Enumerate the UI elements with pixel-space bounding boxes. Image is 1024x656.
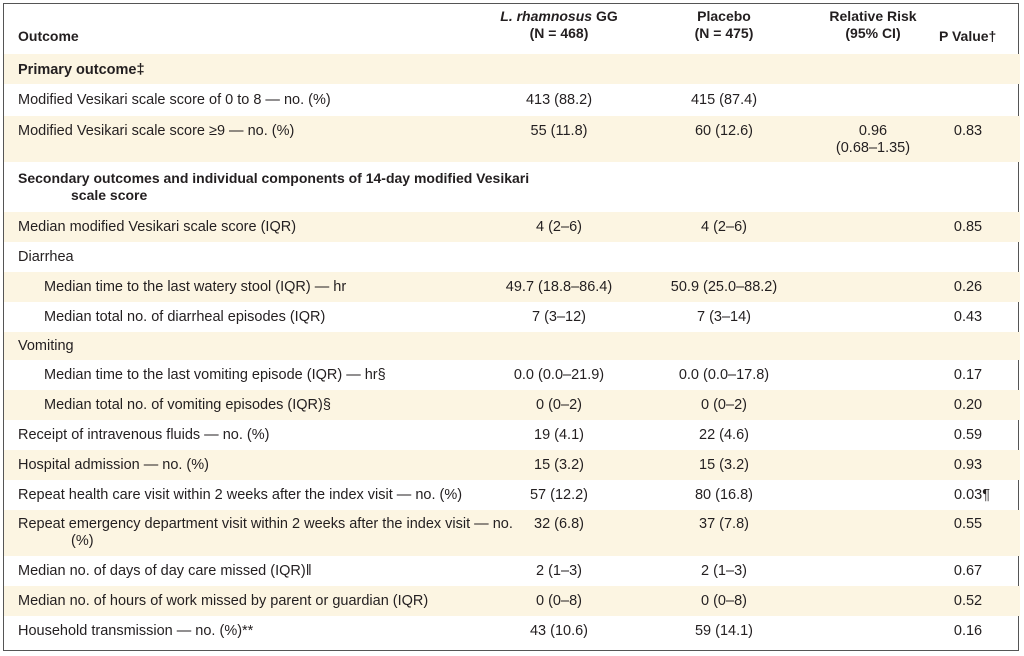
row-lgg: 43 (10.6) — [529, 623, 589, 639]
row-outcome: Median no. of hours of work missed by pa… — [18, 593, 429, 609]
row-placebo: 2 (1–3) — [701, 563, 747, 579]
row-outcome: Household transmission — no. (%)** — [18, 623, 254, 639]
row-lgg: 57 (12.2) — [529, 487, 589, 503]
row-pvalue: 0.03¶ — [953, 487, 990, 503]
header-rr: Relative Risk (95% CI) — [804, 8, 942, 42]
row-outcome: Modified Vesikari scale score of 0 to 8 … — [18, 92, 331, 108]
row-placebo: 4 (2–6) — [701, 219, 747, 235]
row-lgg: 4 (2–6) — [536, 219, 582, 235]
table-row-primary-heading: Primary outcome‡ — [4, 54, 1020, 84]
header-lgg-n: (N = 468) — [529, 25, 589, 41]
table-row: Modified Vesikari scale score ≥9 — no. (… — [4, 116, 1020, 162]
table-row: Median total no. of diarrheal episodes (… — [4, 302, 1020, 332]
table-row: Hospital admission — no. (%) 15 (3.2) 15… — [4, 450, 1020, 480]
row-placebo: 15 (3.2) — [699, 457, 749, 473]
row-outcome: Vomiting — [18, 338, 74, 354]
header-placebo-n: (N = 475) — [694, 25, 754, 41]
header-lgg: L. rhamnosus GG (N = 468) — [489, 8, 629, 42]
table-row: Median modified Vesikari scale score (IQ… — [4, 212, 1020, 242]
row-outcome: Diarrhea — [18, 249, 74, 265]
row-outcome: Median time to the last watery stool (IQ… — [44, 279, 347, 295]
row-outcome: Median total no. of diarrheal episodes (… — [44, 309, 326, 325]
row-placebo: 415 (87.4) — [690, 92, 758, 108]
row-placebo: 0 (0–8) — [701, 593, 747, 609]
row-lgg: 0 (0–8) — [536, 593, 582, 609]
row-rr-value: 0.96 — [858, 123, 888, 139]
row-pvalue: 0.16 — [953, 623, 983, 639]
table-row: Repeat emergency department visit within… — [4, 510, 1020, 556]
table-row: Modified Vesikari scale score of 0 to 8 … — [4, 84, 1020, 116]
row-lgg: 7 (3–12) — [531, 309, 586, 325]
row-pvalue: 0.67 — [953, 563, 983, 579]
row-outcome: Repeat health care visit within 2 weeks … — [18, 487, 463, 503]
row-pvalue: 0.20 — [953, 397, 983, 413]
row-lgg: 32 (6.8) — [534, 516, 584, 532]
row-relative-risk: 0.96 (0.68–1.35) — [804, 123, 942, 157]
table-row: Median no. of days of day care missed (I… — [4, 556, 1020, 586]
row-outcome: Hospital admission — no. (%) — [18, 457, 209, 473]
row-lgg: 0 (0–2) — [536, 397, 582, 413]
table-row: Median time to the last watery stool (IQ… — [4, 272, 1020, 302]
header-rr-label: Relative Risk — [829, 8, 917, 24]
results-table: Outcome L. rhamnosus GG (N = 468) Placeb… — [3, 3, 1020, 651]
header-rr-ci: (95% CI) — [845, 25, 901, 41]
row-pvalue: 0.55 — [953, 516, 983, 532]
row-outcome: Primary outcome‡ — [18, 62, 145, 78]
row-lgg: 2 (1–3) — [536, 563, 582, 579]
row-lgg: 413 (88.2) — [525, 92, 593, 108]
row-lgg: 0.0 (0.0–21.9) — [513, 367, 605, 383]
row-placebo: 59 (14.1) — [694, 623, 754, 639]
header-outcome: Outcome — [18, 28, 79, 44]
row-pvalue: 0.26 — [953, 279, 983, 295]
table-row: Household transmission — no. (%)** 43 (1… — [4, 616, 1020, 650]
table-row: Repeat health care visit within 2 weeks … — [4, 480, 1020, 510]
table-header: Outcome L. rhamnosus GG (N = 468) Placeb… — [4, 4, 1020, 55]
header-pvalue: P Value† — [939, 28, 997, 44]
row-placebo: 0 (0–2) — [701, 397, 747, 413]
row-pvalue: 0.93 — [953, 457, 983, 473]
table-row-secondary-heading: Secondary outcomes and individual compon… — [4, 162, 1020, 212]
row-pvalue: 0.43 — [953, 309, 983, 325]
row-outcome: Median modified Vesikari scale score (IQ… — [18, 219, 297, 235]
row-pvalue: 0.83 — [953, 123, 983, 139]
row-lgg: 55 (11.8) — [530, 123, 588, 139]
row-lgg: 19 (4.1) — [534, 427, 584, 443]
row-outcome: Modified Vesikari scale score ≥9 — no. (… — [18, 123, 295, 139]
row-lgg: 49.7 (18.8–86.4) — [505, 279, 613, 295]
table-row-subheading: Vomiting — [4, 332, 1020, 360]
row-outcome: Repeat emergency department visit within… — [18, 516, 513, 549]
header-placebo: Placebo (N = 475) — [654, 8, 794, 42]
row-placebo: 0.0 (0.0–17.8) — [678, 367, 770, 383]
table-row: Receipt of intravenous fluids — no. (%) … — [4, 420, 1020, 450]
table-row: Median total no. of vomiting episodes (I… — [4, 390, 1020, 420]
header-lgg-name: L. rhamnosus — [500, 8, 593, 24]
table-row: Median time to the last vomiting episode… — [4, 360, 1020, 390]
row-outcome: Median time to the last vomiting episode… — [44, 367, 386, 383]
row-placebo: 60 (12.6) — [694, 123, 754, 139]
header-placebo-name: Placebo — [697, 8, 751, 24]
row-pvalue: 0.59 — [953, 427, 983, 443]
row-placebo: 80 (16.8) — [694, 487, 754, 503]
row-outcome: Median no. of days of day care missed (I… — [18, 563, 312, 579]
row-placebo: 7 (3–14) — [696, 309, 751, 325]
row-pvalue: 0.85 — [953, 219, 983, 235]
row-pvalue: 0.17 — [953, 367, 983, 383]
row-outcome: Receipt of intravenous fluids — no. (%) — [18, 427, 270, 443]
row-placebo: 22 (4.6) — [699, 427, 749, 443]
table-row-subheading: Diarrhea — [4, 242, 1020, 272]
row-lgg: 15 (3.2) — [534, 457, 584, 473]
table-row: Median no. of hours of work missed by pa… — [4, 586, 1020, 616]
row-rr-ci: (0.68–1.35) — [835, 140, 911, 156]
row-placebo: 37 (7.8) — [699, 516, 749, 532]
row-pvalue: 0.52 — [953, 593, 983, 609]
row-outcome: Median total no. of vomiting episodes (I… — [44, 397, 331, 413]
row-outcome: Secondary outcomes and individual compon… — [18, 170, 530, 203]
row-placebo: 50.9 (25.0–88.2) — [670, 279, 778, 295]
header-lgg-suffix: GG — [592, 8, 618, 24]
